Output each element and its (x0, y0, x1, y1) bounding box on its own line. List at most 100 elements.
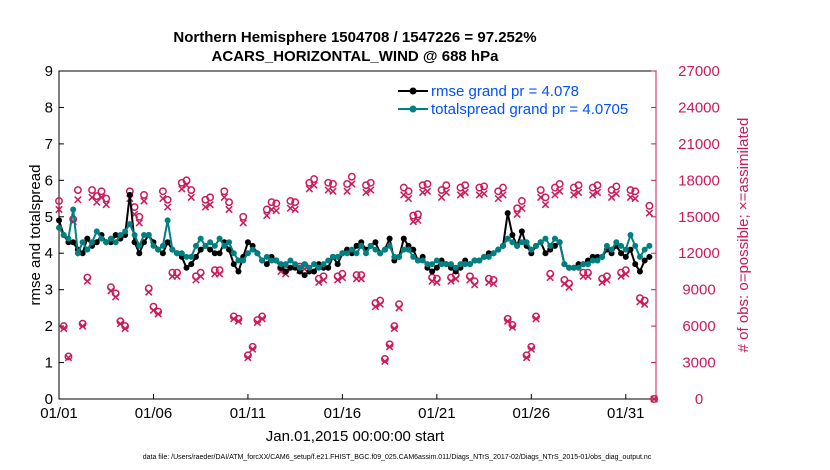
rmse-point (636, 268, 643, 275)
y-right-tick-label: 3000 (682, 355, 715, 372)
totalspread-point (556, 239, 563, 246)
totalspread-point (400, 246, 407, 253)
totalspread-point (183, 253, 190, 260)
totalspread-point (504, 235, 511, 242)
totalspread-point (348, 246, 355, 253)
totalspread-point (155, 246, 162, 253)
rmse-point (618, 250, 625, 257)
totalspread-point (481, 253, 488, 260)
totalspread-point (514, 242, 521, 249)
rmse-point (301, 272, 308, 279)
totalspread-point (414, 257, 421, 264)
y-right-tick-label: 6000 (682, 318, 715, 335)
totalspread-point (216, 235, 223, 242)
totalspread-point (594, 257, 601, 264)
totalspread-point (537, 239, 544, 246)
obs-assimilated-point (433, 278, 441, 287)
obs-possible-point (442, 181, 451, 190)
totalspread-point (263, 253, 270, 260)
rmse-point (136, 250, 143, 257)
obs-assimilated-point (593, 188, 602, 197)
totalspread-point (476, 257, 483, 264)
obs-possible-point (555, 180, 564, 188)
totalspread-point (386, 242, 393, 249)
obs-assimilated-point (612, 189, 621, 198)
totalspread-point (603, 242, 610, 249)
totalspread-point (174, 250, 181, 257)
obs-possible-point (97, 187, 106, 196)
rmse-point (646, 253, 653, 260)
rmse-point (504, 210, 511, 217)
totalspread-point (570, 264, 577, 271)
totalspread-point (490, 250, 497, 257)
obs-assimilated-point (366, 186, 375, 194)
totalspread-point (164, 217, 171, 224)
rmse-point (192, 253, 199, 260)
obs-assimilated-point (149, 306, 158, 315)
rmse-point (400, 235, 407, 242)
legend-spread-label: totalspread grand pr = 4.0705 (431, 101, 628, 118)
totalspread-point (462, 261, 469, 268)
obs-assimilated-point (121, 324, 129, 333)
totalspread-point (169, 246, 176, 253)
y-axis-right-label: # of obs: o=possible; ×=assimilated (735, 118, 752, 353)
totalspread-point (372, 246, 379, 253)
totalspread-point (268, 257, 275, 264)
obs-assimilated-point (565, 283, 573, 291)
y-tick-label: 4 (45, 245, 53, 262)
totalspread-point (518, 239, 525, 246)
obs-assimilated-point (135, 219, 144, 227)
obs-possible-point (475, 183, 484, 192)
obs-assimilated-point (489, 279, 498, 288)
totalspread-point (202, 242, 209, 249)
x-tick-label: 01/21 (418, 405, 456, 422)
obs-assimilated-point (97, 193, 106, 202)
rmse-point (126, 191, 133, 198)
totalspread-point (103, 239, 110, 246)
totalspread-point (150, 242, 157, 249)
obs-assimilated-point (390, 324, 399, 333)
obs-assimilated-point (603, 276, 611, 284)
totalspread-point (320, 261, 327, 268)
footnote: data file: /Users/raeder/DAI/ATM_forcXX/… (143, 454, 652, 461)
obs-assimilated-point (220, 193, 229, 202)
totalspread-point (410, 253, 417, 260)
totalspread-point (622, 246, 629, 253)
obs-assimilated-point (636, 298, 644, 306)
x-tick-label: 01/31 (607, 405, 645, 422)
obs-assimilated-point (381, 357, 389, 366)
rmse-point (235, 268, 242, 275)
obs-assimilated-point (570, 191, 578, 199)
rmse-point (84, 235, 91, 242)
rmse-point (641, 257, 648, 264)
obs-assimilated-point (248, 345, 257, 353)
totalspread-point (282, 261, 289, 268)
rmse-point (112, 232, 119, 238)
y-tick-label: 2 (45, 318, 53, 335)
totalspread-point (429, 261, 436, 268)
totalspread-point (632, 242, 639, 249)
totalspread-point (74, 250, 81, 257)
obs-assimilated-point (541, 200, 550, 209)
obs-assimilated-point (182, 181, 191, 189)
obs-assimilated-point (532, 315, 540, 323)
totalspread-point (70, 206, 77, 213)
obs-assimilated-point (357, 275, 366, 283)
totalspread-point (547, 242, 554, 249)
totalspread-point (122, 228, 129, 235)
rmse-point (183, 264, 190, 271)
totalspread-point (471, 257, 478, 264)
obs-assimilated-point (173, 272, 181, 281)
totalspread-point (188, 253, 195, 260)
obs-possible-point (182, 176, 191, 185)
rmse-point (230, 261, 237, 268)
totalspread-point (438, 261, 445, 268)
totalspread-point (509, 239, 516, 246)
totalspread-point (126, 221, 133, 228)
totalspread-point (561, 261, 568, 268)
totalspread-point (112, 239, 119, 246)
totalspread-point (542, 235, 549, 242)
obs-possible-point (324, 178, 333, 187)
totalspread-point (273, 257, 280, 264)
